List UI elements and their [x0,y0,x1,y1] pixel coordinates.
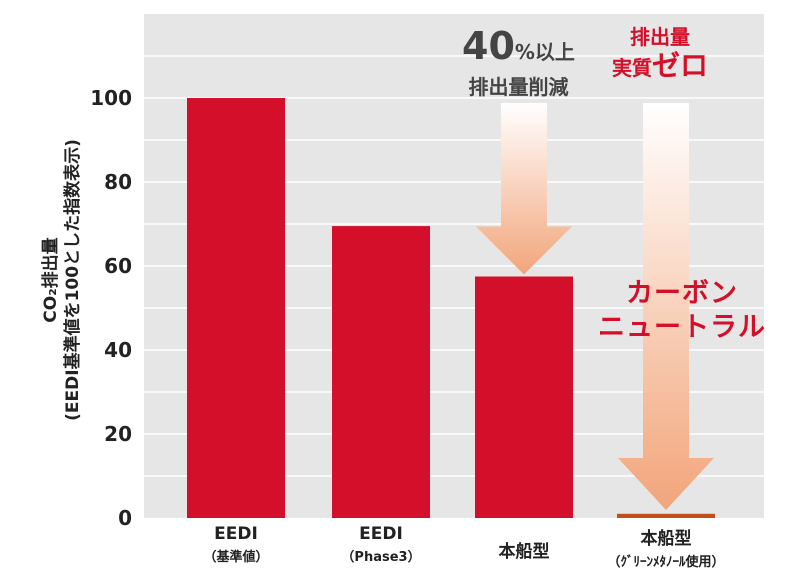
reduction-text: 排出量削減 [468,75,569,99]
carbon-neutral-line2: ニュートラル [598,312,766,343]
y-tick-labels: 0 20 40 60 80 100 [90,86,132,530]
down-arrow [476,103,572,275]
reduction-number: 40 [462,24,515,68]
x-label-4-main: 本船型 [640,529,692,549]
reduction-percent-text: %以上 [514,40,575,64]
x-label-1: EEDI （基準値） [203,524,268,565]
carbon-neutral-line1: カーボン [626,278,738,309]
bar [332,226,430,518]
y-tick-label: 20 [104,422,132,446]
x-label-2: EEDI （Phase3） [341,524,420,565]
x-label-2-main: EEDI [359,524,403,544]
y-tick-label: 100 [90,86,132,110]
x-label-3: 本船型 [499,537,550,562]
bar [475,276,573,518]
y-axis-label-line1: CO₂排出量 [41,237,61,323]
bar [187,98,285,518]
x-label-4: 本船型 （ｸﾞﾘｰﾝﾒﾀﾉｰﾙ使用） [607,524,724,570]
x-label-2-sub: （Phase3） [341,550,421,565]
y-tick-label: 40 [104,338,132,362]
x-label-1-sub: （基準値） [203,550,269,565]
arrows [476,103,714,510]
bar [617,513,715,518]
y-tick-label: 60 [104,254,132,278]
carbon-neutral-annotation: カーボン ニュートラル [598,277,766,345]
bars [187,98,715,518]
zero-line2-b: ゼロ [652,49,709,82]
x-label-4-sub: （ｸﾞﾘｰﾝﾒﾀﾉｰﾙ使用） [607,555,725,570]
reduction-annotation: 40%以上 排出量削減 [462,26,575,100]
down-arrow [618,103,714,510]
y-axis-label-line2: (EEDI基準値を100とした指数表示) [63,139,83,421]
y-tick-label: 80 [104,170,132,194]
y-axis-label: CO₂排出量 (EEDI基準値を100とした指数表示) [40,139,84,421]
x-label-1-main: EEDI [214,524,258,544]
zero-line1: 排出量 [630,25,690,49]
zero-emission-annotation: 排出量 実質ゼロ [612,24,708,86]
y-tick-label: 0 [118,506,132,530]
zero-line2-a: 実質 [612,56,652,80]
x-label-3-main: 本船型 [498,542,550,562]
